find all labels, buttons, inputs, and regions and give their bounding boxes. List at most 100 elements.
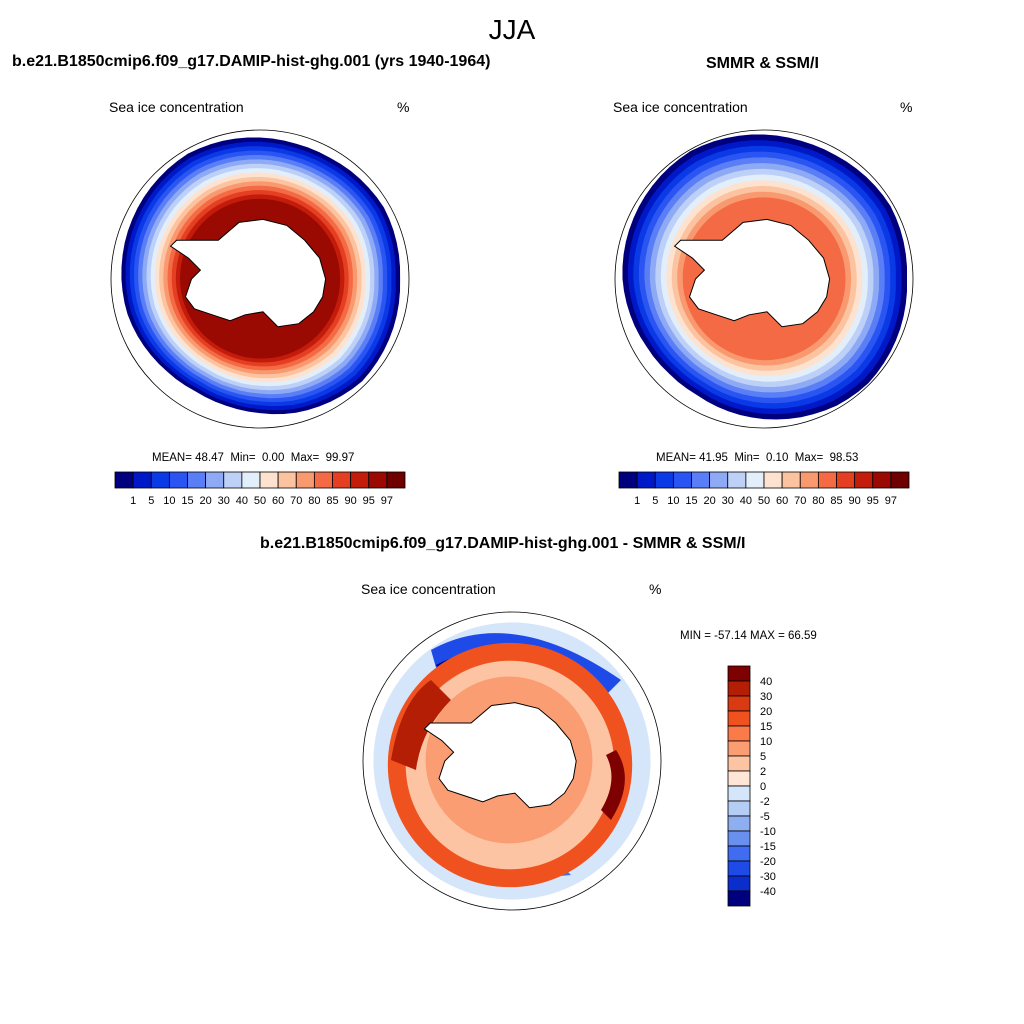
difference-colorbar-tick-label: 2 bbox=[760, 766, 766, 778]
right-mean-label: MEAN= bbox=[656, 452, 696, 464]
map-boundary bbox=[110, 129, 410, 429]
model-colorbar-swatch bbox=[386, 471, 406, 489]
observed-colorbar-swatch bbox=[817, 471, 837, 489]
model-colorbar-tick-label: 50 bbox=[254, 495, 266, 507]
bottom-panel-title: b.e21.B1850cmip6.f09_g17.DAMIP-hist-ghg.… bbox=[260, 535, 746, 552]
model-colorbar-tick-label: 1 bbox=[130, 495, 136, 507]
difference-colorbar-tick-label: -30 bbox=[760, 871, 776, 883]
difference-colorbar-tick-label: -2 bbox=[760, 796, 770, 808]
observed-colorbar-swatch bbox=[727, 471, 747, 489]
difference-colorbar-swatch bbox=[727, 815, 751, 832]
observed-sea-ice-map bbox=[614, 129, 914, 429]
difference-colorbar-swatch bbox=[727, 800, 751, 817]
observed-colorbar-swatch bbox=[654, 471, 674, 489]
model-colorbar-tick-label: 80 bbox=[308, 495, 320, 507]
right-units-label: % bbox=[900, 99, 913, 115]
difference-colorbar-tick-label: 20 bbox=[760, 706, 772, 718]
difference-colorbar-tick-label: 0 bbox=[760, 781, 766, 793]
observed-colorbar-tick-label: 95 bbox=[867, 495, 879, 507]
observed-colorbar-swatch bbox=[672, 471, 692, 489]
model-colorbar-swatch bbox=[150, 471, 170, 489]
observed-colorbar: 1 5 10 15 20 30 40 50 60 70 80 85 90 95 97 bbox=[618, 471, 910, 507]
left-mean-label: MEAN= bbox=[152, 452, 192, 464]
observed-colorbar-tick-label: 90 bbox=[849, 495, 861, 507]
right-max-value: 98.53 bbox=[829, 452, 859, 464]
difference-colorbar-tick-label: -40 bbox=[760, 886, 776, 898]
observed-colorbar-tick-label: 15 bbox=[685, 495, 697, 507]
difference-sea-ice-map bbox=[362, 611, 662, 911]
observed-colorbar-tick-label: 30 bbox=[722, 495, 734, 507]
model-colorbar-tick-label: 60 bbox=[272, 495, 284, 507]
observed-colorbar-swatch bbox=[872, 471, 892, 489]
observed-colorbar-tick-label: 40 bbox=[740, 495, 752, 507]
right-min-value: 0.10 bbox=[765, 452, 789, 464]
map-boundary bbox=[362, 611, 662, 911]
antarctica-coastline bbox=[169, 218, 327, 328]
difference-colorbar-tick-label: -10 bbox=[760, 826, 776, 838]
model-colorbar-swatch bbox=[241, 471, 261, 489]
map-boundary bbox=[614, 129, 914, 429]
difference-colorbar-swatch bbox=[727, 755, 751, 772]
observed-colorbar-swatch bbox=[636, 471, 656, 489]
observed-colorbar-tick-label: 70 bbox=[794, 495, 806, 507]
left-variable-label: Sea ice concentration bbox=[109, 99, 244, 115]
difference-band bbox=[601, 750, 625, 820]
model-colorbar-tick-label: 85 bbox=[326, 495, 338, 507]
difference-colorbar-swatch bbox=[727, 830, 751, 847]
difference-colorbar-tick-label: 40 bbox=[760, 676, 772, 688]
right-mean-value: 41.95 bbox=[699, 452, 728, 464]
model-colorbar-tick-label: 10 bbox=[163, 495, 175, 507]
difference-colorbar-tick-label: 30 bbox=[760, 691, 772, 703]
difference-colorbar-tick-label: -20 bbox=[760, 856, 776, 868]
observed-colorbar-tick-label: 10 bbox=[667, 495, 679, 507]
model-colorbar-tick-label: 30 bbox=[218, 495, 230, 507]
antarctica-coastline bbox=[673, 218, 831, 328]
observed-colorbar-tick-label: 80 bbox=[812, 495, 824, 507]
model-colorbar-tick-label: 90 bbox=[345, 495, 357, 507]
difference-colorbar-swatch bbox=[727, 695, 751, 712]
antarctica-coastline bbox=[423, 702, 577, 809]
model-colorbar-swatch bbox=[187, 471, 207, 489]
right-variable-label: Sea ice concentration bbox=[613, 99, 748, 115]
difference-colorbar-swatch bbox=[727, 890, 751, 907]
observed-colorbar-tick-label: 20 bbox=[704, 495, 716, 507]
observed-colorbar-tick-label: 1 bbox=[634, 495, 640, 507]
difference-colorbar-tick-label: -5 bbox=[760, 811, 770, 823]
difference-colorbar-swatch bbox=[727, 875, 751, 892]
difference-colorbar-swatch bbox=[727, 725, 751, 742]
left-panel-title: b.e21.B1850cmip6.f09_g17.DAMIP-hist-ghg.… bbox=[12, 53, 491, 70]
model-sea-ice-map bbox=[110, 129, 410, 429]
left-stats: MEAN= 48.47 Min= 0.00 Max= 99.97 bbox=[152, 452, 354, 464]
difference-colorbar-swatch bbox=[727, 665, 751, 682]
observed-colorbar-swatch bbox=[745, 471, 765, 489]
observed-colorbar-swatch bbox=[618, 471, 638, 489]
difference-colorbar-swatch bbox=[727, 710, 751, 727]
left-units-label: % bbox=[397, 99, 410, 115]
left-min-label: Min= bbox=[230, 452, 256, 464]
model-colorbar-tick-label: 20 bbox=[200, 495, 212, 507]
difference-colorbar-swatch bbox=[727, 740, 751, 757]
model-colorbar-swatch bbox=[223, 471, 243, 489]
model-colorbar-tick-label: 5 bbox=[148, 495, 154, 507]
observed-colorbar-tick-label: 5 bbox=[652, 495, 658, 507]
difference-band bbox=[391, 680, 451, 770]
difference-colorbar-swatch bbox=[727, 860, 751, 877]
model-colorbar-swatch bbox=[168, 471, 188, 489]
right-min-label: Min= bbox=[734, 452, 760, 464]
difference-colorbar-tick-label: 5 bbox=[760, 751, 766, 763]
left-max-label: Max= bbox=[290, 452, 320, 464]
observed-colorbar-swatch bbox=[799, 471, 819, 489]
difference-colorbar-swatch bbox=[727, 785, 751, 802]
left-mean-value: 48.47 bbox=[195, 452, 224, 464]
left-max-value: 99.97 bbox=[325, 452, 355, 464]
figure-title: JJA bbox=[488, 14, 536, 45]
model-colorbar-tick-label: 40 bbox=[236, 495, 248, 507]
observed-colorbar-tick-label: 50 bbox=[758, 495, 770, 507]
model-colorbar-swatch bbox=[277, 471, 297, 489]
right-max-label: Max= bbox=[794, 452, 824, 464]
model-colorbar-swatch bbox=[259, 471, 279, 489]
model-colorbar-tick-label: 97 bbox=[381, 495, 393, 507]
model-colorbar-swatch bbox=[332, 471, 352, 489]
difference-colorbar-tick-label: 15 bbox=[760, 721, 772, 733]
